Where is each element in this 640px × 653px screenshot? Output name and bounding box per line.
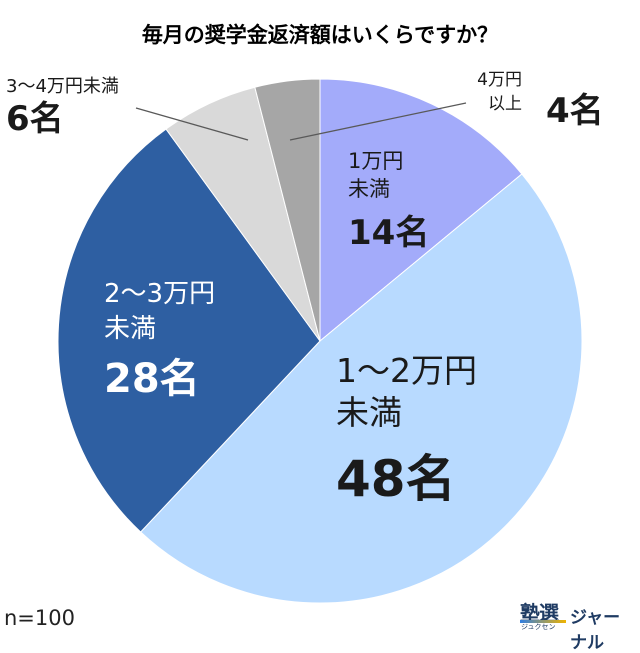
brand-bar [520,620,566,623]
pie-slice-2 [139,173,583,604]
slice-label-2-line-1: 1〜2万円 [336,351,477,390]
slice-label-5-line-2: 以上 [488,94,522,114]
slice-count-2: 48名 [336,450,456,508]
sample-size-label: n=100 [4,606,75,630]
brand-logo: 塾選 ジュクセン ジャーナル [520,597,636,653]
brand-word: ジャーナル [570,608,621,653]
slice-label-1-line-1: 1万円 [348,149,403,173]
pie-slice-3 [57,128,321,533]
slice-label-1-line-2: 未満 [348,177,390,201]
slice-count-1: 14名 [348,213,429,253]
slice-label-2-line-2: 未満 [336,393,402,432]
leader-line-3 [135,107,249,141]
slice-label-3-line-2: 未満 [104,314,156,344]
brand-kana: ジュクセン [521,623,556,631]
slice-label-3-line-1: 2〜3万円 [104,279,215,309]
slice-count-5: 4名 [546,91,604,131]
pie-slice-5 [254,78,321,342]
slice-label-5-line-1: 4万円 [477,70,522,90]
slice-label-4-line-1: 3〜4万円未満 [6,76,119,97]
pie-slice-1 [319,78,523,343]
slice-count-4: 6名 [6,99,64,139]
chart-title: 毎月の奨学金返済額はいくらですか？ [142,23,498,47]
leader-line-4 [289,102,467,141]
slice-count-3: 28名 [104,356,200,402]
